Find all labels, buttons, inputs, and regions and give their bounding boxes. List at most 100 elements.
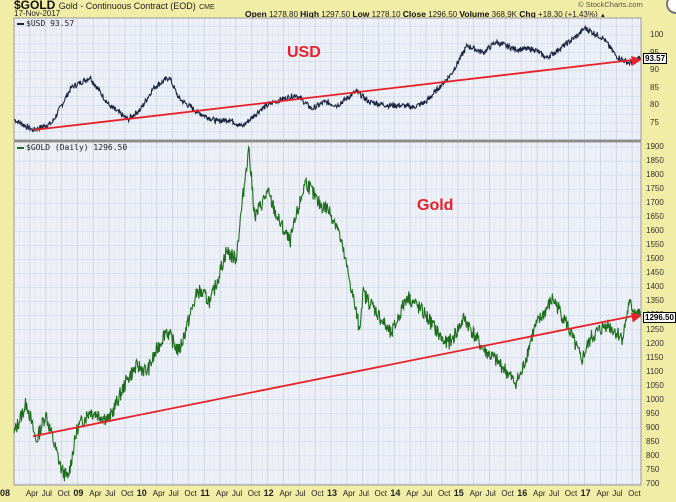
usd-ytick: 80: [650, 100, 659, 110]
usd-ytick: 85: [650, 82, 659, 92]
gold-ytick: 1100: [646, 366, 664, 376]
x-tick-label: Oct: [184, 489, 197, 498]
gold-ytick: 900: [646, 422, 660, 432]
gold-ytick: 1750: [646, 184, 664, 194]
close-value: 1296.50: [428, 10, 458, 19]
x-tick-label: Jul: [105, 489, 116, 498]
high-value: 1297.50: [321, 10, 351, 19]
usd-legend: $USD 93.57: [17, 19, 74, 28]
gold-line: [13, 144, 641, 482]
x-tick-label: Apr: [216, 489, 229, 498]
x-tick-label: 17: [580, 488, 591, 498]
gold-legend: $GOLD (Daily) 1296.50: [17, 143, 127, 152]
x-tick-label: 11: [200, 488, 210, 498]
gold-ytick: 1850: [646, 156, 664, 166]
gold-ytick: 1800: [646, 170, 664, 180]
gold-trendline-arrow-icon: [630, 312, 642, 323]
x-tick-label: 14: [390, 488, 401, 498]
x-tick-label: 09: [73, 488, 84, 498]
gold-ytick: 1600: [646, 226, 664, 236]
gold-ytick: 1650: [646, 212, 664, 222]
x-tick-label: Oct: [57, 489, 70, 498]
gold-ytick: 700: [646, 478, 660, 488]
gold-ytick: 950: [646, 408, 660, 418]
x-tick-label: Jul: [295, 489, 306, 498]
open-value: 1278.80: [268, 10, 298, 19]
x-tick-label: Apr: [596, 489, 609, 498]
change-value: +18.30 (+1.43%): [538, 10, 598, 19]
exchange-label: CME: [199, 4, 215, 11]
x-tick-label: Oct: [120, 489, 134, 498]
gold-ytick: 1050: [646, 380, 664, 390]
x-tick-label: Apr: [342, 489, 356, 498]
usd-line: [13, 24, 641, 133]
logo-icon: [666, 0, 676, 14]
x-tick-label: Jul: [168, 489, 179, 498]
gold-ytick: 1400: [646, 282, 664, 292]
ohlc-summary: Open 1278.80 High 1297.50 Low 1278.10 Cl…: [245, 9, 606, 19]
x-tick-label: Oct: [564, 489, 578, 498]
x-tick-label: Oct: [311, 489, 324, 498]
usd-ytick: 100: [650, 30, 664, 39]
usd-ytick: 75: [650, 118, 659, 127]
x-tick-label: 15: [453, 488, 464, 498]
usd-annotation: USD: [287, 44, 321, 61]
x-tick-label: Jul: [422, 489, 433, 498]
x-tick-label: Jul: [41, 489, 52, 498]
gold-ytick: 1700: [646, 198, 664, 208]
x-tick-label: Jul: [358, 489, 369, 498]
gold-ytick: 1450: [646, 268, 664, 278]
x-tick-label: Oct: [374, 489, 387, 498]
x-tick-label: Apr: [152, 489, 166, 498]
gold-ytick: 1150: [646, 352, 664, 362]
x-tick-label: 10: [136, 488, 147, 498]
x-tick-label: 16: [517, 488, 528, 498]
gold-ytick: 1000: [646, 394, 664, 404]
x-tick-label: Apr: [533, 489, 546, 498]
usd-legend-swatch: [17, 22, 24, 25]
gold-last-value-tag: 1296.50: [643, 312, 676, 323]
gold-ytick: 1550: [646, 240, 664, 250]
x-tick-label: 13: [327, 488, 338, 498]
symbol-description: Gold - Continuous Contract (EOD): [58, 1, 196, 11]
gold-ytick: 850: [646, 436, 660, 446]
symbol-title: $GOLD Gold - Continuous Contract (EOD) C…: [14, 0, 215, 12]
x-tick-label: Apr: [279, 489, 292, 498]
x-tick-label: Apr: [25, 489, 39, 498]
usd-trendline-arrow-icon: [631, 55, 642, 66]
x-tick-label: Jul: [485, 489, 496, 498]
x-tick-label: Apr: [406, 489, 419, 498]
gold-ytick: 1500: [646, 254, 664, 264]
gold-trendline: [32, 314, 636, 438]
x-tick-label: Jul: [548, 489, 560, 498]
x-tick-label: Oct: [628, 489, 641, 498]
chart-header: $GOLD Gold - Continuous Contract (EOD) C…: [0, 0, 676, 19]
gold-ytick: 1200: [646, 338, 664, 348]
usd-last-value-tag: 93.57: [643, 53, 668, 64]
x-tick-label: Oct: [501, 489, 514, 498]
gold-panel: [14, 142, 641, 485]
up-arrow-icon: ▲: [599, 13, 606, 19]
x-tick-label: Apr: [469, 489, 483, 498]
gold-ytick: 1250: [646, 324, 664, 334]
stockcharts-credit: © StockCharts.com: [578, 0, 643, 9]
gold-ytick: 1900: [646, 142, 664, 151]
x-tick-label: Oct: [247, 489, 261, 498]
x-tick-label: Apr: [89, 489, 102, 498]
usd-ytick: 95: [650, 48, 659, 57]
x-tick-label: Jul: [612, 489, 623, 498]
x-tick-label: Jul: [231, 489, 243, 498]
x-tick-label: 08: [0, 488, 11, 498]
gold-annotation: Gold: [417, 197, 454, 214]
x-tick-label: 12: [263, 488, 274, 498]
gold-ytick: 750: [646, 464, 660, 474]
low-value: 1278.10: [371, 10, 401, 19]
x-tick-label: Oct: [437, 489, 451, 498]
gold-ytick: 800: [646, 450, 660, 460]
usd-ytick: 90: [650, 65, 659, 75]
volume-value: 368.9K: [491, 10, 518, 19]
gold-ytick: 1350: [646, 296, 664, 306]
chart-date: 17-Nov-2017: [14, 9, 61, 18]
usd-trendline: [32, 58, 636, 131]
